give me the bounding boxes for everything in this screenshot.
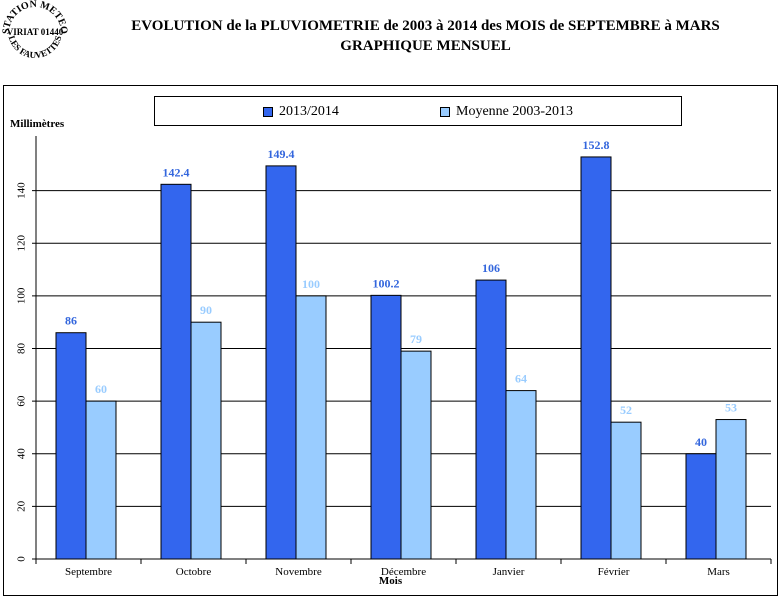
y-tick-label: 140 bbox=[16, 182, 28, 199]
bar-moyenne bbox=[190, 321, 222, 560]
data-label-2013-2014: 40 bbox=[695, 435, 707, 449]
data-label-2013-2014: 149.4 bbox=[268, 147, 295, 161]
bar-moyenne bbox=[715, 419, 747, 560]
bar-2013-2014 bbox=[475, 279, 507, 560]
x-category-label: Janvier bbox=[493, 566, 525, 578]
bar-2013-2014 bbox=[160, 183, 192, 560]
data-label-moyenne: 90 bbox=[200, 303, 212, 317]
bar-2013-2014 bbox=[370, 294, 402, 560]
data-label-moyenne: 60 bbox=[95, 382, 107, 396]
chart-subtitle: GRAPHIQUE MENSUEL bbox=[340, 38, 511, 54]
legend-item-moyenne: Moyenne 2003-2013 bbox=[440, 104, 573, 120]
data-label-moyenne: 52 bbox=[620, 403, 632, 417]
y-axis-label: Millimètres bbox=[10, 118, 65, 130]
x-category-label: Mars bbox=[707, 566, 730, 578]
bar-moyenne bbox=[295, 295, 327, 560]
bar-moyenne bbox=[505, 390, 537, 560]
x-category-label: Février bbox=[598, 566, 630, 578]
bar-2013-2014 bbox=[265, 165, 297, 560]
legend-swatch-series-1 bbox=[263, 107, 273, 117]
station-logo: STATION METEO VIRIAT 01440 LES FAUVETTES bbox=[0, 0, 70, 62]
chart-frame bbox=[3, 85, 778, 596]
x-category-label: Décembre bbox=[381, 566, 426, 578]
data-label-moyenne: 79 bbox=[410, 332, 422, 346]
legend-swatch-series-2 bbox=[440, 107, 450, 117]
y-tick-label: 20 bbox=[16, 500, 28, 512]
x-axis-label: Mois bbox=[378, 575, 403, 587]
y-tick-label: 100 bbox=[16, 287, 28, 304]
x-category-label: Octobre bbox=[176, 566, 212, 578]
x-category-label: Novembre bbox=[275, 566, 322, 578]
chart-legend: 2013/2014 Moyenne 2003-2013 bbox=[154, 96, 682, 126]
y-tick-label: 0 bbox=[16, 556, 28, 562]
data-label-moyenne: 100 bbox=[302, 277, 320, 291]
y-tick-label: 120 bbox=[16, 235, 28, 252]
legend-label-series-1: 2013/2014 bbox=[279, 104, 339, 119]
data-label-2013-2014: 86 bbox=[65, 314, 77, 328]
data-label-moyenne: 64 bbox=[515, 372, 527, 386]
data-label-2013-2014: 152.8 bbox=[583, 138, 610, 152]
bar-moyenne bbox=[610, 421, 642, 560]
bar-moyenne bbox=[400, 350, 432, 560]
y-tick-label: 40 bbox=[16, 448, 28, 460]
bar-2013-2014 bbox=[580, 156, 612, 560]
chart-title: EVOLUTION de la PLUVIOMETRIE de 2003 à 2… bbox=[131, 18, 720, 34]
bar-2013-2014 bbox=[55, 332, 87, 560]
data-label-2013-2014: 142.4 bbox=[163, 165, 190, 179]
legend-item-2013-2014: 2013/2014 bbox=[263, 104, 339, 120]
y-tick-label: 60 bbox=[16, 395, 28, 407]
y-tick-label: 80 bbox=[16, 343, 28, 355]
x-category-label: Septembre bbox=[65, 566, 112, 578]
logo-line-middle: VIRIAT 01440 bbox=[7, 27, 64, 37]
data-label-2013-2014: 100.2 bbox=[373, 276, 400, 290]
bar-moyenne bbox=[85, 400, 117, 560]
bar-2013-2014 bbox=[685, 453, 717, 560]
legend-label-series-2: Moyenne 2003-2013 bbox=[456, 104, 574, 119]
data-label-moyenne: 53 bbox=[725, 401, 737, 415]
data-label-2013-2014: 106 bbox=[482, 261, 500, 275]
